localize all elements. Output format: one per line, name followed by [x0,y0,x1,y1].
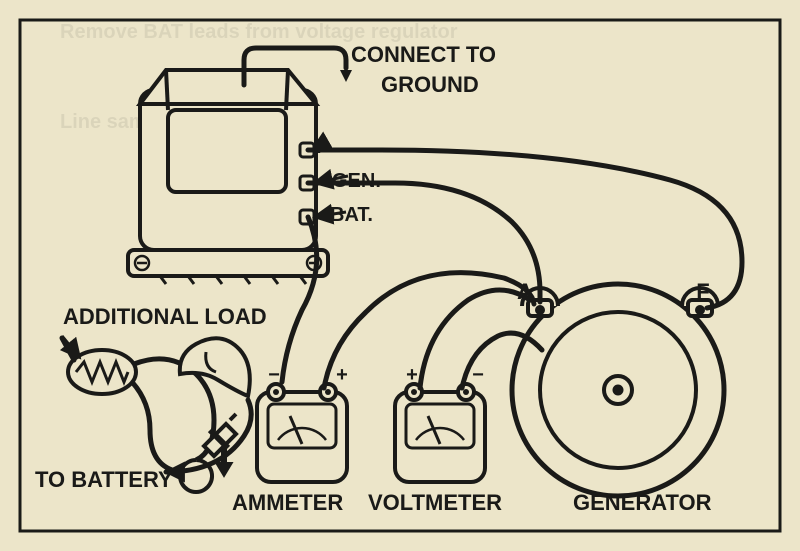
label-A: A [517,279,533,304]
label-BAT: BAT. [330,204,373,226]
label-vm_minus: − [472,364,484,386]
label-vm_plus: + [406,364,418,386]
voltmeter [395,384,485,482]
label-GEN: GEN. [332,170,381,192]
label-F_gen: F [696,279,709,304]
label-to_battery: TO BATTERY [35,467,173,492]
label-connect_to: CONNECT TO [351,42,496,67]
label-am_plus: + [336,364,348,386]
label-ground: GROUND [381,72,479,97]
ammeter [257,384,347,482]
regulator [128,70,328,284]
label-F_reg: F [316,136,328,158]
label-am_minus: − [268,364,280,386]
label-ammeter: AMMETER [232,490,343,515]
label-additional_load: ADDITIONAL LOAD [63,304,267,329]
label-voltmeter: VOLTMETER [368,490,502,515]
generator [512,284,724,496]
svg-text:Remove BAT leads from voltag: Remove BAT leads from voltage regulator [60,21,458,43]
label-generator: GENERATOR [573,490,712,515]
